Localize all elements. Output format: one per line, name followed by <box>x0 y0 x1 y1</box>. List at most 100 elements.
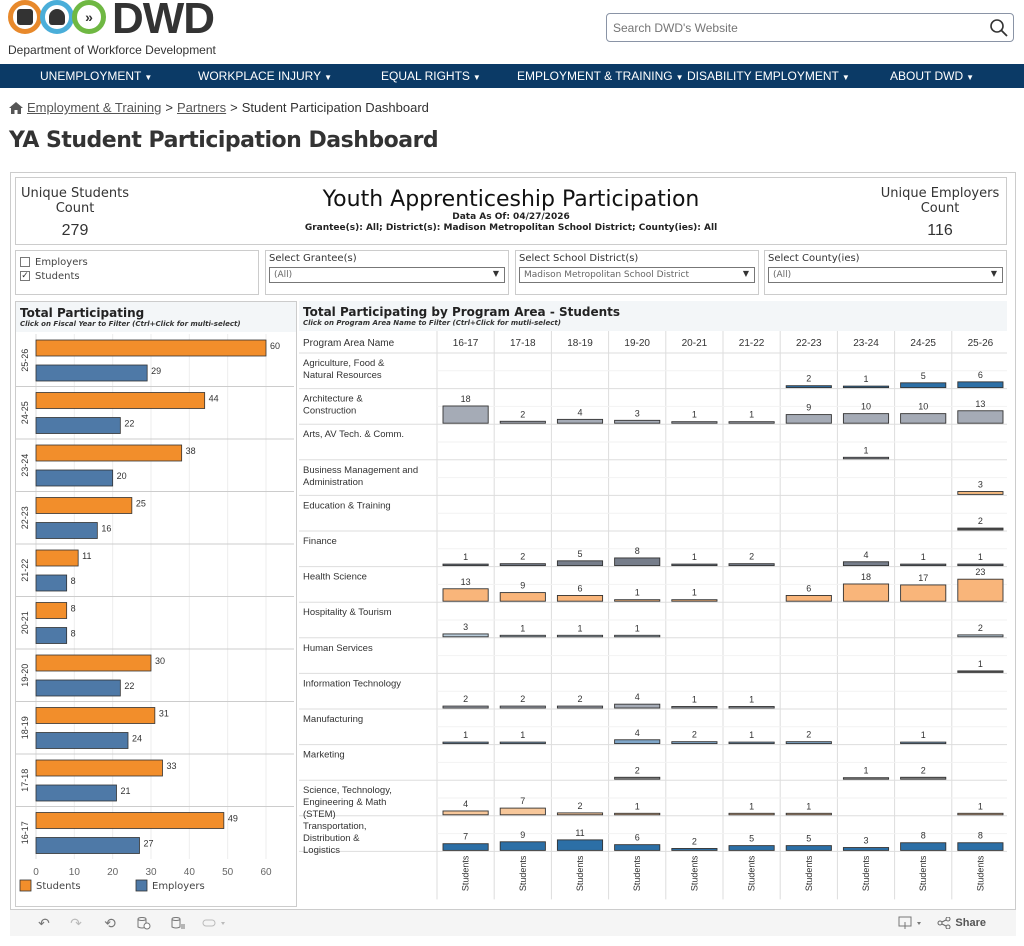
home-icon[interactable] <box>9 101 23 114</box>
program-area-bar[interactable] <box>785 414 832 424</box>
program-area-name[interactable]: Science, Technology, <box>303 785 392 796</box>
program-area-bar[interactable] <box>842 561 890 567</box>
bar-students[interactable] <box>35 707 156 724</box>
program-area-bar[interactable] <box>957 410 1004 424</box>
y-category-label[interactable]: 17-18 <box>20 769 30 792</box>
program-area-name[interactable]: Health Science <box>303 572 367 583</box>
program-area-bar[interactable] <box>499 420 546 424</box>
nav-disability-employment[interactable]: DISABILITY EMPLOYMENT ▼ <box>687 69 850 83</box>
program-area-bar[interactable] <box>556 634 604 638</box>
program-area-bar[interactable] <box>842 456 890 460</box>
program-area-bar[interactable] <box>614 844 661 851</box>
bar-students[interactable] <box>35 812 225 829</box>
nav-about-dwd[interactable]: ABOUT DWD ▼ <box>890 69 974 83</box>
program-area-bar[interactable] <box>614 557 661 567</box>
program-area-bar[interactable] <box>614 739 661 745</box>
program-area-bar[interactable] <box>957 563 1004 567</box>
y-category-label[interactable]: 25-26 <box>20 349 30 372</box>
program-area-bar[interactable] <box>785 385 832 389</box>
program-area-bar[interactable] <box>671 848 718 851</box>
bar-employers[interactable] <box>35 679 121 697</box>
program-area-bar[interactable] <box>671 741 718 745</box>
view-options-icon[interactable] <box>202 916 228 930</box>
dwd-logo[interactable]: » DWD Department of Workforce Developmen… <box>8 0 223 58</box>
program-area-bar[interactable] <box>957 491 1004 495</box>
program-area-bar[interactable] <box>442 843 489 851</box>
program-area-bar[interactable] <box>957 527 1004 531</box>
grantee-dropdown[interactable]: (All) ▼ <box>269 267 505 283</box>
program-area-bar[interactable] <box>614 703 661 709</box>
program-area-bar[interactable] <box>728 812 775 816</box>
y-category-label[interactable]: 23-24 <box>20 454 30 477</box>
breadcrumb-employment-training[interactable]: Employment & Training <box>27 100 162 115</box>
program-area-name[interactable]: Arts, AV Tech. & Comm. <box>303 429 404 440</box>
program-area-bar[interactable] <box>499 841 546 851</box>
program-area-bar[interactable] <box>671 421 718 424</box>
search-icon[interactable] <box>989 18 1009 38</box>
bar-students[interactable] <box>35 602 68 619</box>
y-category-label[interactable]: 20-21 <box>20 611 30 634</box>
program-area-name[interactable]: Engineering & Math <box>303 797 386 808</box>
program-area-bar[interactable] <box>957 578 1004 602</box>
refresh-data-icon[interactable] <box>136 916 152 930</box>
download-icon[interactable] <box>898 916 924 930</box>
program-area-bar[interactable] <box>614 419 661 424</box>
program-area-bar[interactable] <box>556 595 604 602</box>
program-area-bar[interactable] <box>614 599 661 602</box>
bar-students[interactable] <box>35 549 79 567</box>
program-area-bar[interactable] <box>442 405 489 424</box>
program-area-bar[interactable] <box>728 741 775 745</box>
program-area-bar[interactable] <box>900 413 947 424</box>
redo-icon[interactable]: ↷ <box>70 915 82 931</box>
program-area-bar[interactable] <box>957 812 1004 816</box>
program-area-name[interactable]: Finance <box>303 536 337 547</box>
program-area-bar[interactable] <box>556 812 604 816</box>
county-dropdown[interactable]: (All) ▼ <box>768 267 1003 283</box>
y-category-label[interactable]: 16-17 <box>20 821 30 844</box>
program-area-bar[interactable] <box>499 634 546 638</box>
program-area-bar[interactable] <box>499 592 546 602</box>
program-area-bar[interactable] <box>614 776 661 780</box>
program-area-bar[interactable] <box>785 812 832 816</box>
program-area-name[interactable]: Education & Training <box>303 500 391 511</box>
program-area-bar[interactable] <box>671 599 718 602</box>
program-area-bar[interactable] <box>499 705 546 709</box>
program-area-bar[interactable] <box>556 560 604 567</box>
program-area-bar[interactable] <box>728 421 775 424</box>
program-area-bar[interactable] <box>728 563 775 567</box>
toggle-employers[interactable]: Employers <box>16 255 258 269</box>
nav-equal-rights[interactable]: EQUAL RIGHTS ▼ <box>381 69 481 83</box>
program-area-name[interactable]: Architecture & <box>303 394 363 405</box>
bar-employers[interactable] <box>35 837 140 854</box>
bar-students[interactable] <box>35 654 152 672</box>
program-area-bar[interactable] <box>499 807 546 816</box>
program-area-name[interactable]: Logistics <box>303 845 340 856</box>
program-area-bar[interactable] <box>785 845 832 851</box>
bar-employers[interactable] <box>35 627 68 644</box>
program-area-name[interactable]: Hospitality & Tourism <box>303 607 392 618</box>
program-area-bar[interactable] <box>614 634 661 638</box>
program-area-bar[interactable] <box>900 842 947 851</box>
nav-employment-training[interactable]: EMPLOYMENT & TRAINING ▼ <box>517 69 684 83</box>
program-area-name[interactable]: Distribution & <box>303 833 360 844</box>
program-area-bar[interactable] <box>957 634 1004 638</box>
program-area-bar[interactable] <box>442 810 489 816</box>
nav-workplace-injury[interactable]: WORKPLACE INJURY ▼ <box>198 69 332 83</box>
program-area-bar[interactable] <box>442 705 489 709</box>
bar-students[interactable] <box>35 339 267 357</box>
program-area-name[interactable]: Natural Resources <box>303 370 382 381</box>
program-area-bar[interactable] <box>499 741 546 745</box>
toggle-students[interactable]: ✓ Students <box>16 269 258 283</box>
program-area-bar[interactable] <box>728 845 775 851</box>
program-area-bar[interactable] <box>957 842 1004 851</box>
program-area-bar[interactable] <box>785 741 832 745</box>
y-category-label[interactable]: 21-22 <box>20 559 30 582</box>
program-area-name[interactable]: Administration <box>303 477 363 488</box>
nav-unemployment[interactable]: UNEMPLOYMENT ▼ <box>40 69 152 83</box>
revert-icon[interactable]: ⟲ <box>104 915 116 931</box>
program-area-name[interactable]: Agriculture, Food & <box>303 358 385 369</box>
program-area-bar[interactable] <box>442 741 489 745</box>
y-category-label[interactable]: 22-23 <box>20 506 30 529</box>
bar-students[interactable] <box>35 444 183 462</box>
program-area-bar[interactable] <box>671 706 718 709</box>
